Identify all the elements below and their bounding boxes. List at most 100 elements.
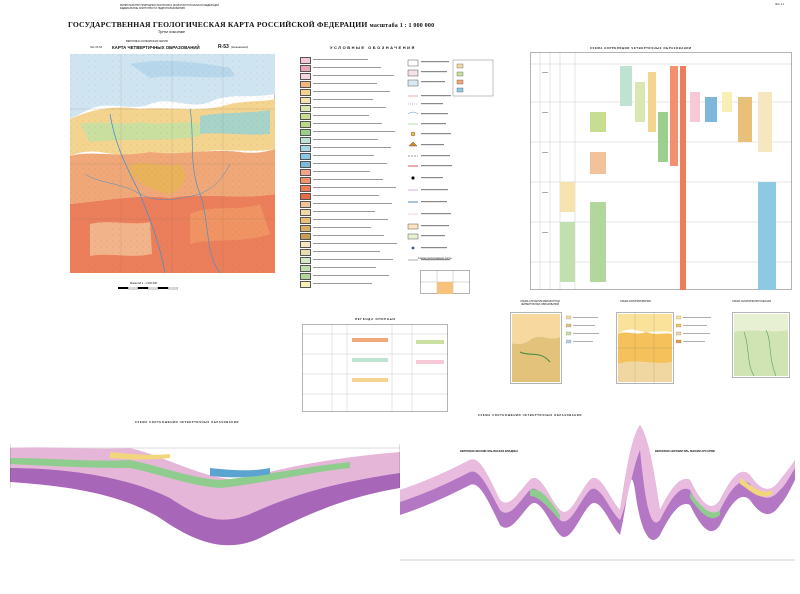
legend-swatch <box>300 217 311 224</box>
legend-text-line <box>313 227 371 228</box>
legend-swatch <box>300 153 311 160</box>
legend-swatch <box>300 257 311 264</box>
legend-row <box>300 88 400 96</box>
scale-label: масштаба 1 : 1 000 000 <box>369 23 435 29</box>
edition: Третье поколение <box>158 30 186 34</box>
legend-swatch <box>300 65 311 72</box>
right-profile-sub-2: ВЕРХОЯНО-ЧЕРСКИЙ ЭЛЬ ЯНСКИЙ АРХ КРЯЖ <box>655 450 715 453</box>
correlation-scheme <box>530 52 792 290</box>
legend-row <box>300 80 400 88</box>
legend-row <box>300 64 400 72</box>
sheet-code: R-53 <box>218 44 229 50</box>
legend-row <box>300 216 400 224</box>
scheme-2-legend <box>676 315 711 344</box>
legend-swatch <box>300 185 311 192</box>
legend-swatch <box>300 233 311 240</box>
legend-text-line <box>313 235 384 236</box>
legend-row <box>300 192 400 200</box>
legend-text-line <box>313 171 370 172</box>
legend-row <box>300 152 400 160</box>
legend-swatch <box>300 161 311 168</box>
legend-row <box>300 128 400 136</box>
legend-text-line <box>313 75 394 76</box>
legend-text-line <box>313 59 368 60</box>
legend-text-line <box>313 259 393 260</box>
legend-row <box>300 240 400 248</box>
legend-text-line <box>313 139 378 140</box>
legend-swatch <box>300 97 311 104</box>
legend-row <box>300 232 400 240</box>
legend-text-line <box>313 115 369 116</box>
legend-row <box>300 208 400 216</box>
scheme-2-title: СХЕМА РАЙОНИРОВАНИЯ <box>620 300 651 303</box>
legend-row <box>300 104 400 112</box>
right-profile-title: СХЕМА СООТНОШЕНИЙ ЧЕТВЕРТИЧНЫХ ОБРАЗОВАН… <box>478 414 583 417</box>
legend-swatch <box>300 177 311 184</box>
legend-text-line <box>313 131 395 132</box>
main-title: ГОСУДАРСТВЕННАЯ ГЕОЛОГИЧЕСКАЯ КАРТА РОСС… <box>68 20 435 29</box>
section-table-title: ЛЕГЕНДА ОПОРНЫХ <box>355 318 396 321</box>
geological-map <box>70 54 275 273</box>
legend-text-line <box>313 203 392 204</box>
scheme-1-legend <box>566 315 599 344</box>
legend-row <box>300 168 400 176</box>
ministry-line-2: ФЕДЕРАЛЬНОЕ АГЕНТСТВО ПО НЕДРОПОЛЬЗОВАНИ… <box>120 7 185 10</box>
legend-swatch <box>300 201 311 208</box>
legend-text-line <box>313 67 381 68</box>
legend-text-line <box>313 123 382 124</box>
index-map-title: Схема расположения листа <box>418 257 452 260</box>
legend-swatch <box>300 57 311 64</box>
legend-text-line <box>313 107 386 108</box>
section-table <box>302 324 448 412</box>
legend-title: УСЛОВНЫЕ ОБОЗНАЧЕНИЯ <box>330 45 416 50</box>
legend-swatch <box>300 281 311 288</box>
legend-row <box>300 56 400 64</box>
legend-text-line <box>313 219 388 220</box>
legend-text-line <box>313 267 376 268</box>
legend-row <box>300 280 400 288</box>
legend-row <box>300 144 400 152</box>
legend-row <box>300 96 400 104</box>
legend-text-line <box>313 99 373 100</box>
left-profile-title: СХЕМА СООТНОШЕНИЙ ЧЕТВЕРТИЧНЫХ ОБРАЗОВАН… <box>135 421 240 424</box>
legend-swatch <box>300 169 311 176</box>
legend-row <box>300 272 400 280</box>
legend-swatch <box>300 145 311 152</box>
legend-swatch <box>300 249 311 256</box>
legend-swatch <box>300 273 311 280</box>
page-mark: Лист 1-1 <box>775 3 785 6</box>
legend-text-line <box>313 91 390 92</box>
legend-swatch <box>300 121 311 128</box>
legend-swatch <box>300 241 311 248</box>
scheme-3-title: СХЕМА ГЕОМОРФОЛОГИЧЕСКАЯ <box>732 300 771 303</box>
legend-row <box>300 120 400 128</box>
legend-text-line <box>313 195 379 196</box>
ministry-line-1: МИНИСТЕРСТВО ПРИРОДНЫХ РЕСУРСОВ И ЭКОЛОГ… <box>120 4 219 7</box>
legend-row <box>300 256 400 264</box>
legend-swatch <box>300 105 311 112</box>
legend-swatch <box>300 209 311 216</box>
right-profile-sub-1: ВЕРХОЯНО-ЯНСКИЙ ЭЛЬ ЯНСКАЯ ВПАДИНА <box>460 450 519 453</box>
legend-swatch <box>300 193 311 200</box>
legend-swatch <box>300 265 311 272</box>
legend-row <box>300 72 400 80</box>
legend-row <box>300 184 400 192</box>
legend-text-line <box>313 243 397 244</box>
sheet-name: (Нижнеянск) <box>231 46 249 49</box>
scheme-1 <box>510 312 562 384</box>
legend-row <box>300 160 400 168</box>
scheme-3 <box>732 312 790 378</box>
scale-text: Масштаб 1 : 1 000 000 <box>130 282 157 285</box>
legend-swatch <box>300 129 311 136</box>
legend-text-line <box>313 155 374 156</box>
legend-text-line <box>313 251 380 252</box>
series-label: ВЕРХОЯНО-КОЛЫМСКАЯ СЕРИЯ <box>126 40 168 43</box>
legend-row <box>300 224 400 232</box>
legend-row <box>300 112 400 120</box>
legend-text-line <box>313 83 377 84</box>
legend-row <box>300 248 400 256</box>
legend-text-line <box>313 179 383 180</box>
legend-text-line <box>313 275 389 276</box>
correlation-title: СХЕМА КОРРЕЛЯЦИИ ЧЕТВЕРТИЧНЫХ ОБРАЗОВАНИ… <box>590 47 692 50</box>
legend-row <box>300 200 400 208</box>
